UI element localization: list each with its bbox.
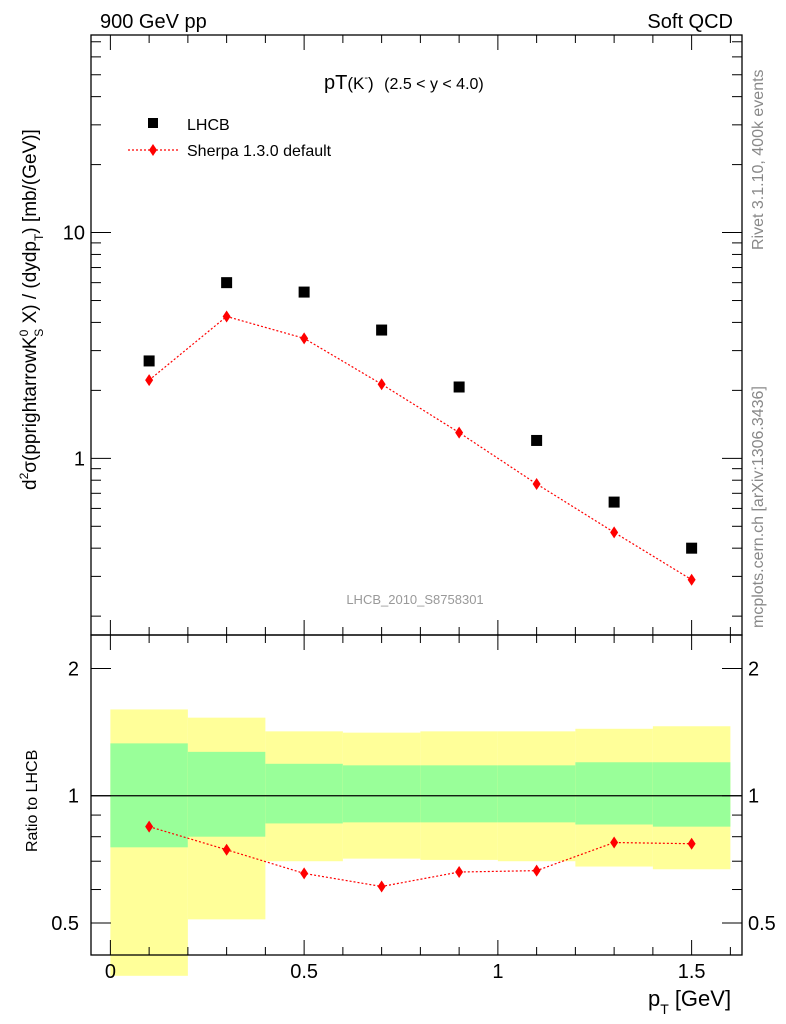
legend-label-lhcb: LHCB [187, 117, 230, 134]
ratio-sherpa-line [148, 826, 692, 888]
ratio-sherpa-point [145, 820, 154, 833]
title-tail: ) [368, 74, 374, 93]
main-ytick-labels: 1 10 [63, 223, 85, 471]
main-title: pT(K-) (2.5 < y < 4.0) [324, 72, 484, 94]
x-axis-label: pT [GeV] [648, 986, 731, 1017]
header-right: Soft QCD [647, 11, 733, 33]
sherpa-point [610, 526, 619, 539]
ratio-xtick-labels: 0 0.5 1 1.5 [105, 961, 706, 983]
ratio-marks [91, 795, 742, 893]
main-ylabel: d2σ(pprightarrowK0S X) / (dydpT) [mb/(Ge… [17, 129, 46, 490]
sherpa-point [145, 374, 154, 387]
sherpa-point [300, 332, 309, 345]
main-ticks [91, 35, 742, 635]
ratio-ytick-label-left: 2 [68, 658, 79, 680]
ratio-ylabel: Ratio to LHCB [24, 750, 41, 852]
ratio-ytick-label-left: 1 [68, 786, 79, 808]
legend-marker-lhcb [148, 118, 158, 128]
ratio-sherpa-point [455, 866, 464, 879]
ratio-sherpa-point [610, 836, 619, 849]
xtick-label: 1 [492, 961, 503, 983]
ratio-sherpa-point [687, 837, 696, 850]
lhcb-point [298, 286, 310, 298]
main-panel: 1 10 pT(K-) (2.5 < y < 4.0) LHCB Sherpa 1… [17, 34, 743, 636]
ratio-sherpa-point [300, 867, 309, 880]
ratio-ytick-label-right: 1 [748, 786, 759, 808]
legend: LHCB Sherpa 1.3.0 default [128, 117, 332, 160]
stat-uncertainty-band [187, 751, 266, 837]
ratio-sherpa-point [532, 864, 541, 877]
lhcb-point [143, 355, 155, 367]
analysis-watermark: LHCB_2010_S8758301 [346, 592, 483, 607]
lhcb-point [221, 277, 233, 289]
title-range: (2.5 < y < 4.0) [384, 76, 484, 93]
main-ytick-label: 1 [74, 448, 85, 470]
ratio-ytick-label-right: 2 [748, 658, 759, 680]
lhcb-point [453, 381, 465, 393]
xtick-label: 1.5 [678, 961, 706, 983]
ratio-ytick-label-right: 0.5 [748, 913, 776, 935]
ratio-panel: 0.5 0.5 1 1 2 2 0 0.5 1 1.5 Ratio to LHCB pT [GeV… [24, 634, 776, 1017]
ratio-ticks [91, 635, 742, 955]
stat-uncertainty-band [652, 762, 731, 827]
lhcb-point [376, 324, 388, 336]
stat-uncertainty-band [342, 765, 421, 823]
lhcb-point [608, 496, 620, 508]
xtick-label: 0.5 [290, 961, 318, 983]
legend-label-sherpa: Sherpa 1.3.0 default [187, 143, 332, 160]
stat-uncertainty-band [265, 763, 343, 824]
mcplots-info: mcplots.cern.ch [arXiv:1306.3436] [750, 386, 767, 628]
ratio-sherpa-point [222, 843, 231, 856]
sherpa-point [222, 310, 231, 323]
rivet-info: Rivet 3.1.10, 400k events [750, 69, 767, 250]
ratio-sherpa-point [377, 880, 386, 893]
title-sup: - [364, 72, 368, 84]
sherpa-point [455, 426, 464, 439]
ratio-ytick-labels: 0.5 0.5 1 1 2 2 [51, 658, 776, 935]
ratio-ytick-label-left: 0.5 [51, 913, 79, 935]
stat-uncertainty-band [420, 765, 498, 823]
legend-marker-sherpa [149, 144, 157, 156]
ratio-frame [90, 634, 743, 956]
main-ytick-label: 10 [63, 223, 85, 245]
sherpa-point [532, 477, 541, 490]
lhcb-point [531, 434, 543, 446]
xtick-label: 0 [105, 961, 116, 983]
title-main: pT [324, 72, 347, 94]
sherpa-line [148, 315, 692, 581]
lhcb-point [686, 542, 698, 554]
sherpa-point [377, 378, 386, 391]
stat-uncertainty-band [497, 765, 576, 823]
main-marks [143, 277, 698, 586]
header-left: 900 GeV pp [100, 11, 207, 33]
sherpa-point [687, 573, 696, 586]
title-particle: (K [347, 74, 365, 93]
stat-uncertainty-band [575, 762, 653, 825]
